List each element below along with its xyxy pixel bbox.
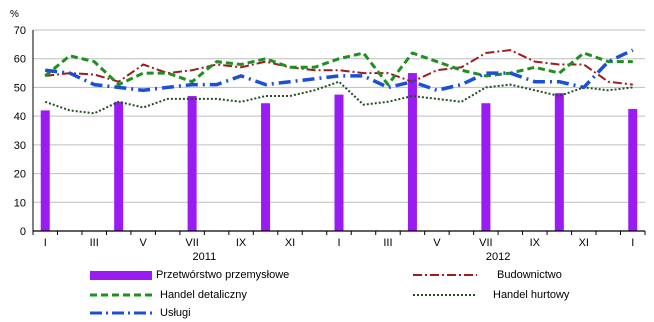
bar	[554, 93, 564, 232]
legend-key-bar	[90, 270, 152, 280]
legend-key-dashed	[90, 293, 154, 297]
y-tick-label: 30	[14, 140, 26, 152]
year-label: 2012	[486, 251, 510, 263]
y-unit-label: %	[10, 9, 19, 20]
legend-item-uslugi: Usługi	[90, 304, 191, 322]
x-tick-label: VII	[185, 237, 198, 249]
legend-item-handel-hurtowy: Handel hurtowy	[413, 286, 569, 304]
x-tick-label: V	[433, 237, 441, 249]
bar	[261, 103, 271, 231]
bar	[407, 73, 417, 231]
legend-key-dotted	[413, 293, 477, 297]
x-tick-label: XI	[285, 237, 295, 249]
legend-key-dashdot-heavy	[90, 311, 154, 315]
legend-item-handel-detaliczny: Handel detaliczny	[90, 286, 247, 304]
y-tick-label: 60	[14, 54, 26, 66]
legend-item-przetworstwo: Przetwórstwo przemysłowe	[90, 266, 289, 284]
y-tick-label: 50	[14, 82, 26, 94]
y-tick-label: 70	[14, 25, 26, 37]
bar	[481, 103, 491, 231]
series-line	[44, 80, 633, 115]
legend-label: Handel detaliczny	[160, 289, 247, 301]
series-line	[44, 51, 633, 87]
x-tick-label: IX	[530, 237, 541, 249]
series-line	[45, 49, 633, 86]
line-series	[44, 48, 634, 115]
bar	[628, 108, 638, 231]
legend-label: Usługi	[160, 307, 191, 319]
legend-label: Przetwórstwo przemysłowe	[156, 269, 290, 281]
y-tick-label: 0	[20, 226, 26, 238]
bar	[40, 110, 50, 231]
y-tick-label: 20	[14, 169, 26, 181]
series-line	[44, 48, 634, 93]
y-axis: 0 10 20 30 40 50 60 70	[14, 25, 34, 238]
legend-label: Handel hurtowy	[493, 289, 570, 301]
bar	[187, 96, 197, 232]
bar	[114, 101, 124, 232]
legend-key-dashdot	[413, 273, 477, 277]
x-tick-label: I	[337, 237, 340, 249]
x-tick-label: V	[139, 237, 147, 249]
x-tick-label: III	[383, 237, 392, 249]
bar	[334, 94, 344, 231]
x-tick-label: IX	[236, 237, 247, 249]
x-tick-label: I	[44, 237, 47, 249]
x-tick-label: I	[631, 237, 634, 249]
year-label: 2011	[193, 251, 217, 263]
x-tick-label: III	[90, 237, 99, 249]
y-tick-label: 10	[14, 197, 26, 209]
legend-item-budownictwo: Budownictwo	[413, 266, 562, 284]
legend-label: Budownictwo	[497, 269, 562, 281]
y-tick-label: 40	[14, 111, 26, 123]
bar-series	[40, 73, 638, 232]
x-tick-label: VII	[479, 237, 492, 249]
x-tick-label: XI	[579, 237, 589, 249]
